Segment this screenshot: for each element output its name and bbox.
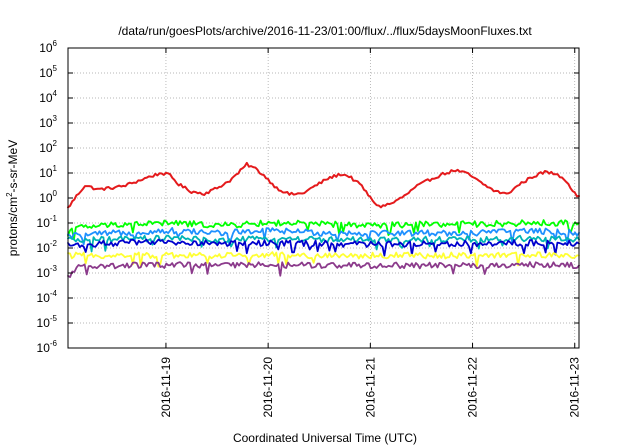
y-tick-label: 10-2 xyxy=(37,239,58,255)
series-line xyxy=(67,219,580,241)
x-tick-label: 2016-11-19 xyxy=(159,357,173,418)
y-tick-label: 106 xyxy=(39,39,57,55)
series-line xyxy=(67,238,580,257)
y-tick-label: 104 xyxy=(39,89,57,105)
y-tick-label: 105 xyxy=(39,64,57,80)
y-axis-label-pre: protons/cm xyxy=(6,197,20,256)
series-line xyxy=(67,161,580,209)
y-tick-label: 102 xyxy=(39,139,57,155)
y-tick-label: 10-5 xyxy=(37,314,58,330)
series-line xyxy=(67,227,580,246)
series-line xyxy=(67,261,580,278)
y-tick-label: 100 xyxy=(39,189,57,205)
x-axis-label: Coordinated Universal Time (UTC) xyxy=(233,431,417,445)
x-tick-label: 2016-11-20 xyxy=(261,357,275,418)
series-line xyxy=(67,251,580,268)
y-tick-label: 101 xyxy=(39,164,57,180)
y-axis-label: protons/cm2-s-sr-MeV xyxy=(5,140,20,256)
y-tick-label: 10-3 xyxy=(37,264,58,280)
x-tick-label: 2016-11-21 xyxy=(363,357,377,418)
chart-title: /data/run/goesPlots/archive/2016-11-23/0… xyxy=(118,24,532,38)
y-tick-label: 10-6 xyxy=(37,339,58,355)
y-tick-label: 10-1 xyxy=(37,214,58,230)
y-axis: 10-6 10-5 10-4 10-3 10-2 10-1 100 101 102 103 104 1… xyxy=(37,39,579,355)
y-axis-label-post: -s-sr-MeV xyxy=(6,140,20,193)
y-tick-label: 10-4 xyxy=(37,289,58,305)
x-tick-label: 2016-11-22 xyxy=(466,357,480,418)
y-tick-label: 103 xyxy=(39,114,57,130)
x-axis: 2016-11-19 2016-11-20 2016-11-21 2016-11-22… xyxy=(159,48,582,418)
series-group xyxy=(67,161,580,278)
y-axis-label-sup: 2 xyxy=(5,192,14,197)
grid xyxy=(68,48,579,348)
x-tick-label: 2016-11-23 xyxy=(568,357,582,418)
